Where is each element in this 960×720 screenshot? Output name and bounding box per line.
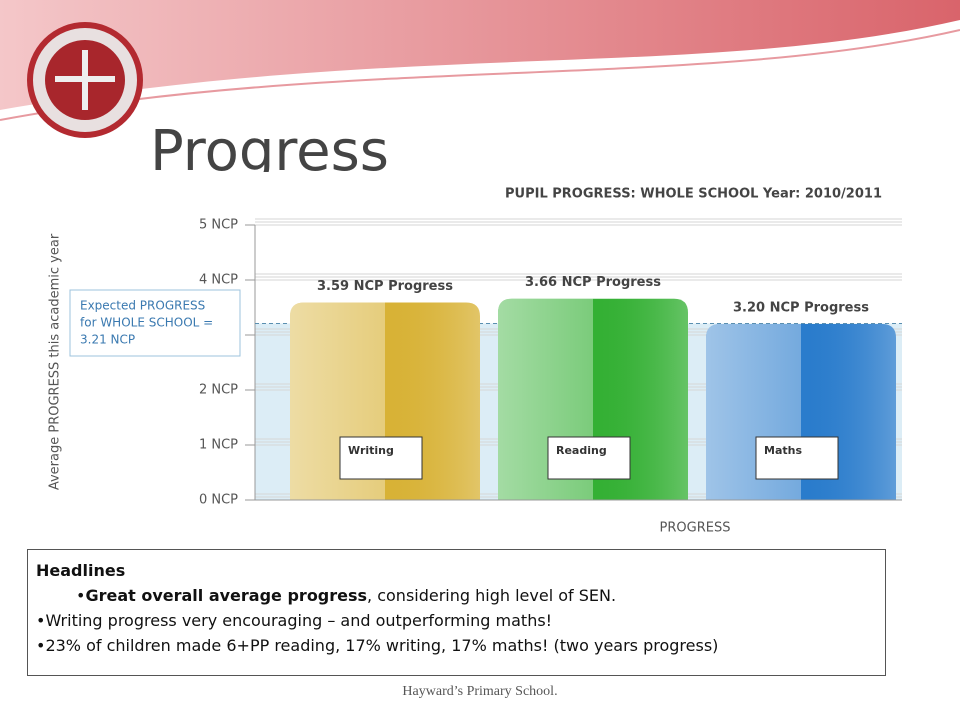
headline-bold: Great overall average progress — [85, 586, 368, 605]
headlines-heading: Headlines — [36, 561, 126, 580]
legend-box — [339, 436, 423, 480]
headline-text: 23% of children made 6+PP reading, 17% w… — [45, 636, 719, 655]
headlines-box: Headlines •Great overall average progres… — [27, 549, 886, 676]
bar-shine — [290, 302, 480, 500]
annotation-text: 3.21 NCP — [80, 333, 135, 347]
x-axis-label: PROGRESS — [660, 521, 731, 536]
headline-item: •Great overall average progress, conside… — [76, 586, 617, 605]
value-label: 3.20 NCP Progress — [733, 301, 869, 316]
headline-text: , considering high level of SEN. — [367, 586, 617, 605]
header-swoosh — [0, 0, 960, 110]
headline-item: •Writing progress very encouraging – and… — [36, 611, 553, 630]
bar-shine — [706, 324, 896, 500]
y-axis-label: Average PROGRESS this academic year — [48, 233, 63, 490]
annotation: Expected PROGRESS for WHOLE SCHOOL = 3.21 … — [69, 289, 241, 357]
legend-box — [755, 436, 839, 480]
y-tick-label: 2 NCP — [199, 383, 238, 398]
y-tick-label: 1 NCP — [199, 438, 238, 453]
legend-box — [547, 436, 631, 480]
logo-cross — [55, 76, 115, 82]
headline-item: •23% of children made 6+PP reading, 17% … — [36, 636, 719, 655]
legend-label: Reading — [556, 444, 607, 457]
annotation-text: Expected PROGRESS — [80, 299, 205, 313]
y-tick-label: 4 NCP — [199, 273, 238, 288]
y-tick-label: 0 NCP — [199, 493, 238, 508]
headline-text: Writing progress very encouraging – and … — [45, 611, 553, 630]
footer: Hayward’s Primary School. — [402, 684, 558, 699]
value-label: 3.59 NCP Progress — [317, 279, 453, 294]
legend-label: Writing — [348, 444, 394, 457]
value-label: 3.66 NCP Progress — [525, 275, 661, 290]
y-tick-label: 5 NCP — [199, 218, 238, 233]
annotation-text: for WHOLE SCHOOL = — [80, 316, 213, 330]
chart-title: PUPIL PROGRESS: WHOLE SCHOOL Year: 2010/… — [505, 187, 882, 202]
legend-label: Maths — [764, 444, 802, 457]
bar-shine — [498, 298, 688, 500]
annotation-box — [69, 289, 241, 357]
header-line — [0, 29, 960, 121]
